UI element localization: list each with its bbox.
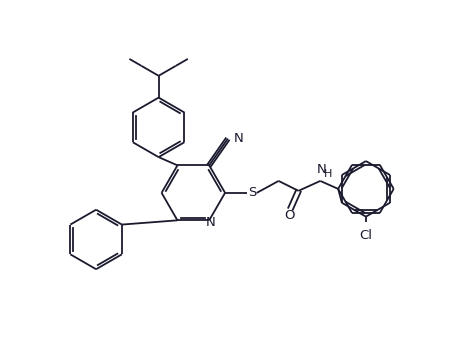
Text: N: N (233, 132, 243, 145)
Text: O: O (284, 209, 295, 222)
Text: N: N (206, 216, 215, 229)
Text: Cl: Cl (359, 228, 372, 242)
Text: S: S (248, 186, 256, 199)
Text: H: H (324, 169, 332, 179)
Text: N: N (316, 163, 326, 176)
